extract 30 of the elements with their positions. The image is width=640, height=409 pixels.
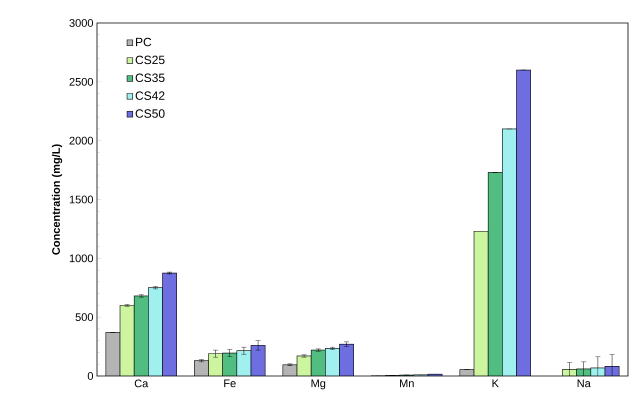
legend-label: CS42 xyxy=(136,91,164,100)
y-tick-label: 2500 xyxy=(70,78,94,86)
y-axis-title: Concentration (mg/L) xyxy=(52,144,62,255)
legend-label: CS50 xyxy=(136,109,165,118)
legend-label: CS25 xyxy=(136,56,165,64)
y-tick-label: 3000 xyxy=(69,19,94,27)
bar xyxy=(339,344,354,376)
legend-label: CS35 xyxy=(136,74,165,82)
x-tick-label: Ca xyxy=(134,380,148,388)
bar xyxy=(236,350,252,376)
bar xyxy=(282,364,298,376)
bar xyxy=(325,348,340,376)
y-tick-label: 2000 xyxy=(70,136,94,145)
x-tick-label: Mn xyxy=(400,380,414,388)
x-tick-label: Na xyxy=(578,380,591,388)
y-tick-label: 1000 xyxy=(70,254,94,262)
bar xyxy=(250,345,266,376)
x-tick-label: Fe xyxy=(224,380,236,388)
bar xyxy=(106,332,120,376)
bar xyxy=(194,360,209,376)
x-tick-label: Mg xyxy=(312,380,326,390)
y-tick-label: 500 xyxy=(76,313,94,322)
bar xyxy=(162,272,177,376)
bar xyxy=(148,287,163,376)
bar xyxy=(516,70,531,376)
bar xyxy=(502,128,517,376)
y-tick-label: 0 xyxy=(88,372,94,380)
x-tick-label: K xyxy=(492,380,499,388)
legend-label: PC xyxy=(136,38,152,46)
y-tick-label: 1500 xyxy=(70,196,94,204)
